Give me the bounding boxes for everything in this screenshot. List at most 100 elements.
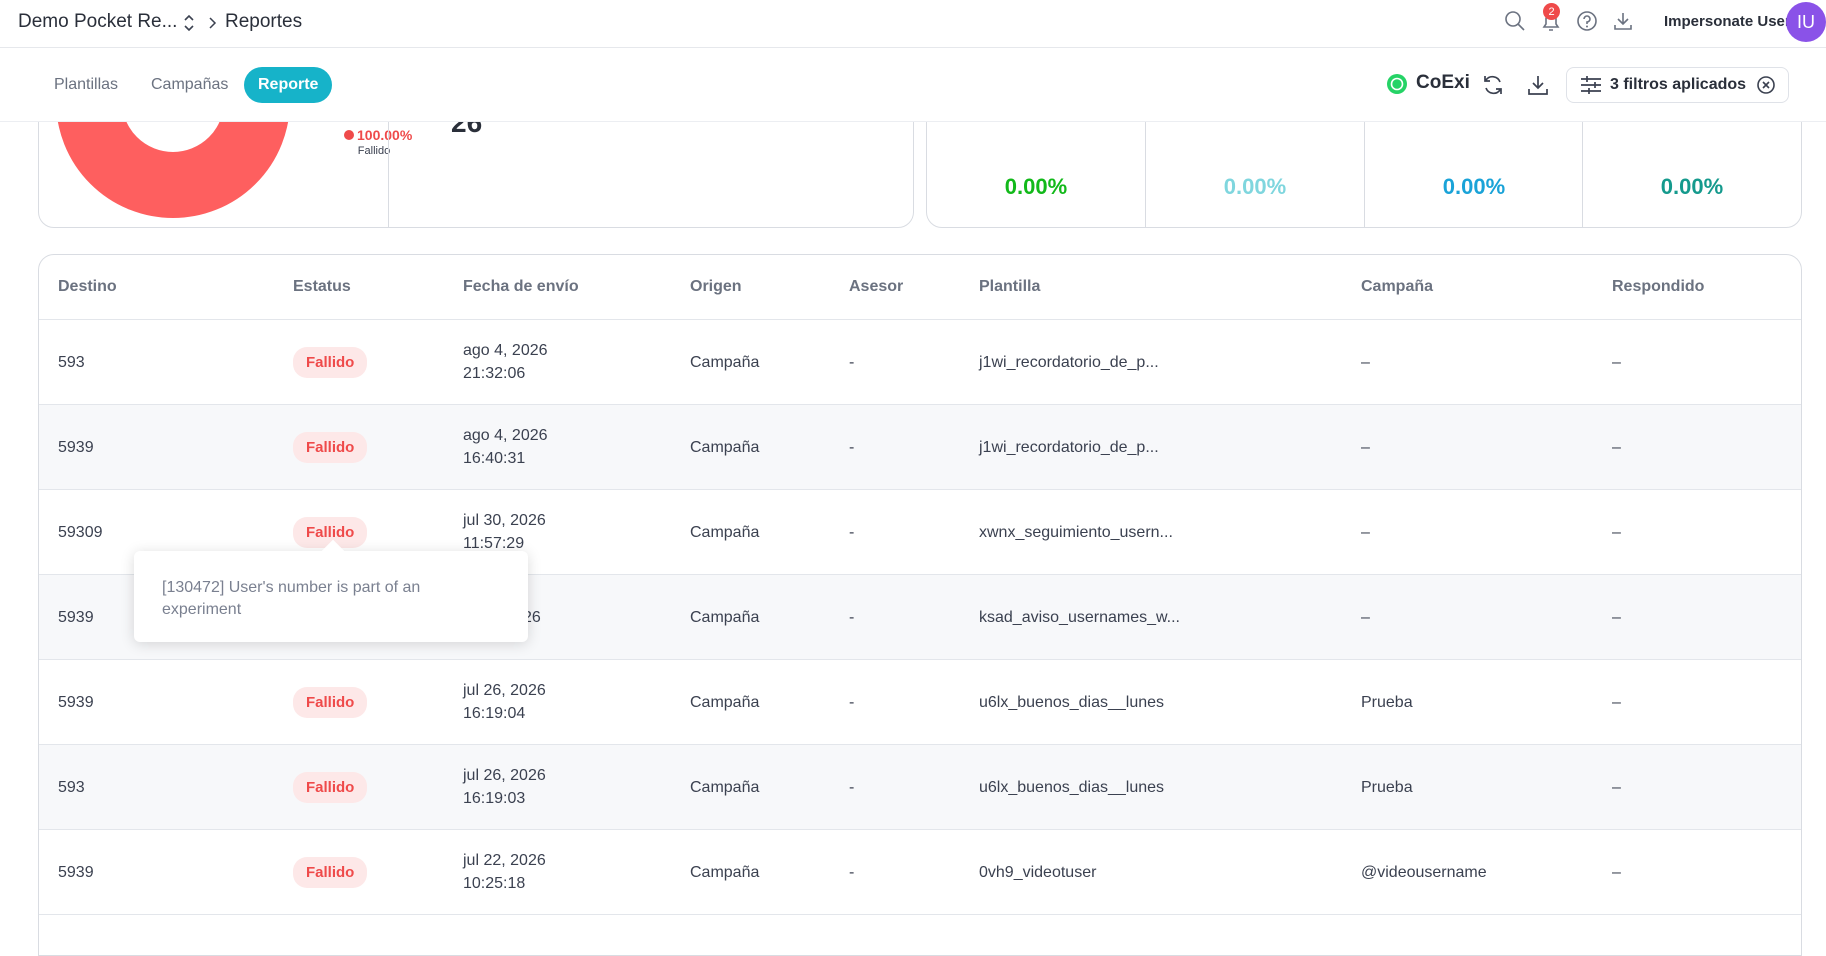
status-pill[interactable]: Fallido	[293, 686, 368, 718]
column-header[interactable]: Origen	[690, 255, 849, 320]
column-header[interactable]: Asesor	[849, 255, 979, 320]
date-line: 16:40:31	[463, 450, 526, 467]
divider	[388, 81, 389, 227]
table-cell: Campaña	[690, 659, 849, 745]
table-body: 593 Fallido ago 4, 2026 21:32:06 Campaña - j1w…	[39, 319, 1801, 915]
date: jul 30, 2026 11:57:29	[463, 509, 690, 555]
top-bar: Demo Pocket Re... Reportes 2 Impersonate…	[0, 0, 1826, 48]
status-pill[interactable]: Fallido	[293, 856, 368, 888]
date: jul 26, 2026 16:19:03	[463, 764, 690, 810]
table-cell: -	[849, 404, 979, 490]
date-line: jul 26, 2026	[463, 682, 546, 699]
table-cell: –	[1612, 319, 1801, 405]
table-cell: Fallido	[293, 659, 463, 745]
avatar[interactable]: IU	[1786, 2, 1826, 42]
table-cell: jul 26, 2026 16:19:04	[463, 659, 690, 745]
date-line: 21:32:06	[463, 365, 526, 382]
table-cell: –	[1612, 659, 1801, 745]
rate: 0.00%	[1223, 174, 1287, 199]
date: ago 4, 2026 21:32:06	[463, 339, 690, 385]
chevron-icon	[209, 17, 217, 29]
help-icon[interactable]	[1576, 10, 1598, 32]
whatsapp-icon	[1387, 74, 1407, 94]
table-cell: –	[1612, 489, 1801, 575]
date-line: jul 22, 2026	[463, 852, 546, 869]
table-cell: Fallido	[293, 319, 463, 405]
filter-count: 3 filtros aplicados	[1610, 76, 1747, 93]
divider	[1582, 81, 1583, 227]
table-cell: jul 22, 2026 10:25:18	[463, 829, 690, 915]
table-cell: u6lx_buenos_dias__lunes	[979, 659, 1361, 745]
table-cell: Prueba	[1361, 659, 1612, 745]
column-header[interactable]: Destino	[39, 255, 293, 320]
table-cell: 593	[39, 744, 293, 830]
filter-icon	[1581, 76, 1601, 94]
date: jul 26, 2026 16:19:04	[463, 679, 690, 725]
table-cell: 5939	[39, 404, 293, 490]
status-pill[interactable]: Fallido	[293, 346, 368, 378]
date-line: ago 4, 2026	[463, 342, 548, 359]
tab[interactable]: Campañas	[151, 76, 229, 93]
column-header[interactable]: Fecha de envío	[463, 255, 690, 320]
search-icon[interactable]	[1504, 10, 1526, 32]
table-cell: –	[1612, 829, 1801, 915]
rate: 0.00%	[1004, 174, 1068, 199]
column-header[interactable]: Respondido	[1612, 255, 1801, 320]
legend-dot	[344, 130, 354, 140]
date-line: 11:57:29	[463, 535, 525, 552]
table-cell: 5939	[39, 659, 293, 745]
filter-button[interactable]: 3 filtros aplicados	[1566, 67, 1789, 103]
rate: 0.00%	[1660, 174, 1724, 199]
status-pill[interactable]: Fallido	[293, 771, 368, 803]
table-cell: Fallido	[293, 829, 463, 915]
table-cell: -	[849, 489, 979, 575]
report-table: Destino Estatus Fecha de envío Origen Asesor…	[39, 255, 1801, 915]
table-cell: Campaña	[690, 574, 849, 660]
export-icon[interactable]	[1526, 73, 1550, 97]
tab-active[interactable]: Reporte	[244, 67, 333, 103]
table-row[interactable]: 5939 26 Campaña - ksad_aviso_usernames_w... –…	[39, 574, 1801, 660]
tooltip-text: [130472] User's number is part of an exp…	[162, 579, 421, 618]
table-cell: –	[1612, 744, 1801, 830]
date-line: 26	[523, 608, 541, 626]
switch-icon[interactable]	[182, 13, 196, 33]
date-line: 10:25:18	[463, 875, 526, 892]
table-cell: –	[1361, 319, 1612, 405]
divider	[1364, 81, 1365, 227]
table-cell: Campaña	[690, 489, 849, 575]
refresh-icon[interactable]	[1481, 73, 1505, 97]
table-cell: ksad_aviso_usernames_w...	[979, 574, 1361, 660]
table-row[interactable]: 593 Fallido jul 26, 2026 16:19:03 Campaña - u6…	[39, 744, 1801, 830]
table-row[interactable]: 5939 Fallido ago 4, 2026 16:40:31 Campaña - j1…	[39, 404, 1801, 490]
tab[interactable]: Plantillas	[54, 76, 119, 93]
donut-percent: 100.00%	[357, 127, 413, 143]
table-cell: –	[1612, 404, 1801, 490]
table-cell: ago 4, 2026 16:40:31	[463, 404, 690, 490]
table-row[interactable]: 593 Fallido ago 4, 2026 21:32:06 Campaña - j1w…	[39, 319, 1801, 405]
column-header[interactable]: Plantilla	[979, 255, 1361, 320]
table-cell: xwnx_seguimiento_usern...	[979, 489, 1361, 575]
channel-name[interactable]: CoExi	[1416, 72, 1470, 93]
date-line: jul 30, 2026	[463, 512, 546, 529]
clear-filters-icon[interactable]	[1756, 75, 1776, 95]
table-cell: Fallido	[293, 744, 463, 830]
column-header[interactable]: Estatus	[293, 255, 463, 320]
table-cell: 593	[39, 319, 293, 405]
table-row[interactable]: 5939 Fallido jul 22, 2026 10:25:18 Campaña -0…	[39, 829, 1801, 915]
report-table-card: Destino Estatus Fecha de envío Origen Asesor…	[38, 254, 1802, 956]
date: ago 4, 2026 16:40:31	[463, 424, 690, 470]
download-icon[interactable]	[1612, 10, 1634, 32]
notification-badge: 2	[1543, 3, 1560, 20]
column-header[interactable]: Campaña	[1361, 255, 1612, 320]
workspace-name[interactable]: Demo Pocket Re...	[18, 11, 178, 32]
user-name[interactable]: Impersonate User	[1664, 13, 1791, 30]
status-pill[interactable]: Fallido	[293, 431, 368, 463]
table-cell: -	[849, 574, 979, 660]
table-row[interactable]: 5939 Fallido jul 26, 2026 16:19:04 Campaña - u…	[39, 659, 1801, 745]
table-cell: j1wi_recordatorio_de_p...	[979, 404, 1361, 490]
table-cell: –	[1361, 404, 1612, 490]
date-line: ago 4, 2026	[463, 427, 548, 444]
table-cell: Campaña	[690, 829, 849, 915]
